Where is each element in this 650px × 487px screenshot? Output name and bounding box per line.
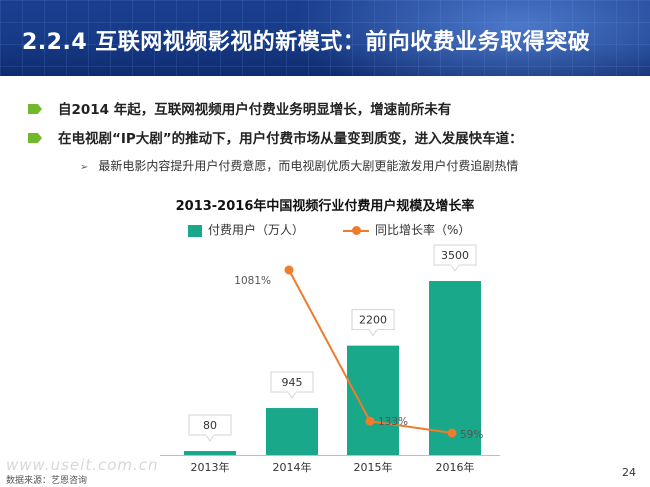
slide-header: 2.2.4 互联网视频影视的新模式：前向收费业务取得突破 — [0, 0, 650, 76]
growth-rate-label: 59% — [460, 429, 483, 441]
bar-2016年 — [429, 281, 481, 455]
growth-rate-point — [284, 265, 294, 275]
bar-value-box-pointer — [368, 329, 378, 337]
sub-bullet-text: 最新电影内容提升用户付费意愿，而电视剧优质大剧更能激发用户付费追剧热情 — [98, 159, 519, 173]
bullet-tag-icon — [28, 104, 42, 114]
data-source: 数据来源：艺恩咨询 — [6, 476, 88, 486]
bar-2013年 — [184, 451, 236, 455]
legend-item-bar: 付费用户（万人） — [188, 221, 304, 238]
bullet-2-text: 在电视剧“IP大剧”的推动下，用户付费市场从量变到质变，进入发展快车道： — [58, 131, 523, 147]
bar-value-box-pointer — [205, 434, 215, 442]
legend-line-swatch — [343, 225, 369, 235]
chart-title: 2013-2016年中国视频行业付费用户规模及增长率 — [175, 199, 475, 214]
x-tick-label: 2015年 — [354, 460, 393, 474]
header-glow-decoration — [290, 0, 650, 76]
bar-value-box-pointer-mask — [369, 328, 377, 331]
bar-2014年 — [266, 408, 318, 455]
bar-value-label: 2200 — [359, 314, 387, 327]
bar-value-box-pointer — [287, 391, 297, 399]
growth-rate-point — [365, 416, 375, 426]
legend-bar-label: 付费用户（万人） — [208, 223, 305, 237]
bullet-2: 在电视剧“IP大剧”的推动下，用户付费市场从量变到质变，进入发展快车道： — [28, 127, 523, 147]
bullet-1-text: 自2014 年起，互联网视频用户付费业务明显增长，增速前所未有 — [58, 102, 452, 118]
growth-rate-label: 133% — [378, 416, 408, 428]
legend-bar-swatch — [188, 224, 202, 237]
bar-value-box-pointer — [450, 264, 460, 272]
bullet-1: 自2014 年起，互联网视频用户付费业务明显增长，增速前所未有 — [28, 98, 451, 118]
page-number: 24 — [622, 466, 636, 479]
growth-rate-label: 1081% — [234, 275, 271, 287]
legend-line-label: 同比增长率（%） — [375, 223, 471, 237]
bar-value-box-pointer-mask — [288, 390, 296, 393]
x-tick-label: 2013年 — [191, 460, 230, 474]
sub-bullet-arrow-icon: ➢ — [80, 162, 89, 173]
bar-2015年 — [347, 345, 399, 455]
bar-value-label: 3500 — [441, 249, 469, 262]
bar-value-label: 80 — [203, 419, 217, 432]
bullet-tag-icon — [28, 133, 42, 143]
x-tick-label: 2014年 — [273, 460, 312, 474]
bar-value-label: 945 — [282, 376, 303, 389]
legend-item-line: 同比增长率（%） — [343, 221, 470, 238]
watermark: www.useit.com.cn — [6, 456, 159, 474]
sub-bullet: ➢ 最新电影内容提升用户付费意愿，而电视剧优质大剧更能激发用户付费追剧热情 — [80, 157, 518, 174]
bar-value-box-pointer-mask — [451, 263, 459, 266]
slide-title: 2.2.4 互联网视频影视的新模式：前向收费业务取得突破 — [22, 30, 591, 55]
x-tick-label: 2016年 — [436, 460, 475, 474]
growth-rate-point — [447, 428, 457, 438]
bar-value-box-pointer-mask — [206, 433, 214, 436]
